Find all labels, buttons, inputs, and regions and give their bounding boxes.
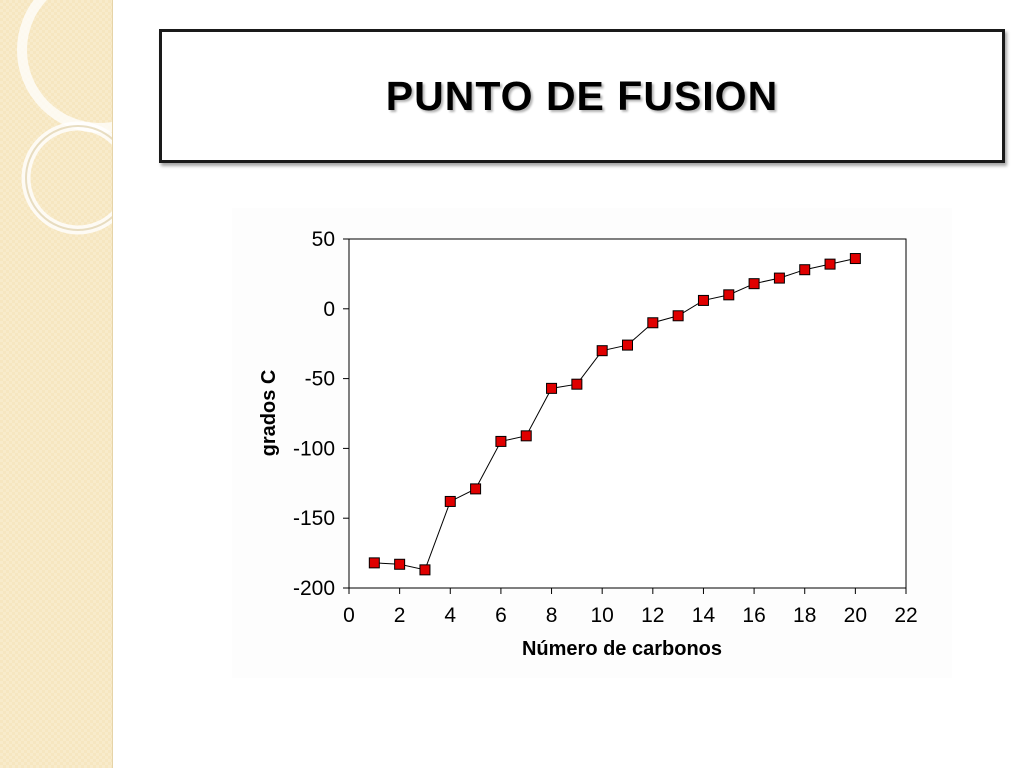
decorative-rings <box>17 0 112 235</box>
x-tick-label: 18 <box>793 604 816 627</box>
data-point <box>748 278 760 290</box>
data-point <box>470 483 482 495</box>
data-point <box>419 564 431 576</box>
x-tick-label: 20 <box>844 604 867 627</box>
data-point <box>596 345 608 357</box>
y-axis-ticks: 50 0 -50 -100 -150 -200 <box>293 228 349 600</box>
y-tick-label: 50 <box>312 228 335 251</box>
x-tick-label: 8 <box>546 604 558 627</box>
x-tick-label: 10 <box>591 604 614 627</box>
y-tick-label: -200 <box>293 577 335 600</box>
title-box: PUNTO DE FUSION <box>159 29 1005 163</box>
data-point <box>368 557 380 569</box>
x-tick-label: 22 <box>894 604 917 627</box>
data-point <box>520 430 532 442</box>
data-point <box>799 264 811 276</box>
x-tick-label: 2 <box>394 604 406 627</box>
x-axis-title: Número de carbonos <box>522 638 722 660</box>
data-point <box>444 495 456 507</box>
data-point <box>622 339 633 351</box>
x-tick-label: 4 <box>444 604 456 627</box>
data-point <box>723 289 735 301</box>
data-point <box>546 382 558 394</box>
data-point <box>849 253 861 265</box>
data-point <box>697 294 709 306</box>
y-tick-label: 0 <box>323 298 335 321</box>
data-point <box>672 310 684 322</box>
plot-area <box>348 238 907 589</box>
y-axis-title: grados C <box>258 370 280 457</box>
y-tick-label: -150 <box>293 507 335 530</box>
page-title: PUNTO DE FUSION <box>385 72 779 119</box>
chart-panel: 50 0 -50 -100 -150 -200 0 2 4 6 8 10 12 14 16 18 20 22 g… <box>232 208 952 678</box>
melting-point-chart: 50 0 -50 -100 -150 -200 0 2 4 6 8 10 12 14 16 18 20 22 g… <box>258 228 918 660</box>
data-point <box>773 272 785 284</box>
x-axis-ticks: 0 2 4 6 8 10 12 14 16 18 20 22 <box>343 588 918 627</box>
data-point <box>647 317 659 329</box>
x-tick-label: 6 <box>495 604 507 627</box>
decorative-side-strip <box>0 0 113 768</box>
x-tick-label: 14 <box>692 604 716 627</box>
data-point <box>824 258 836 270</box>
x-tick-label: 0 <box>343 604 355 627</box>
data-markers <box>368 253 861 576</box>
y-tick-label: -100 <box>293 437 335 460</box>
data-point <box>495 435 507 447</box>
x-tick-label: 12 <box>641 604 664 627</box>
x-tick-label: 16 <box>742 604 765 627</box>
y-tick-label: -50 <box>305 368 335 391</box>
data-point <box>571 378 583 390</box>
data-point <box>394 558 406 570</box>
